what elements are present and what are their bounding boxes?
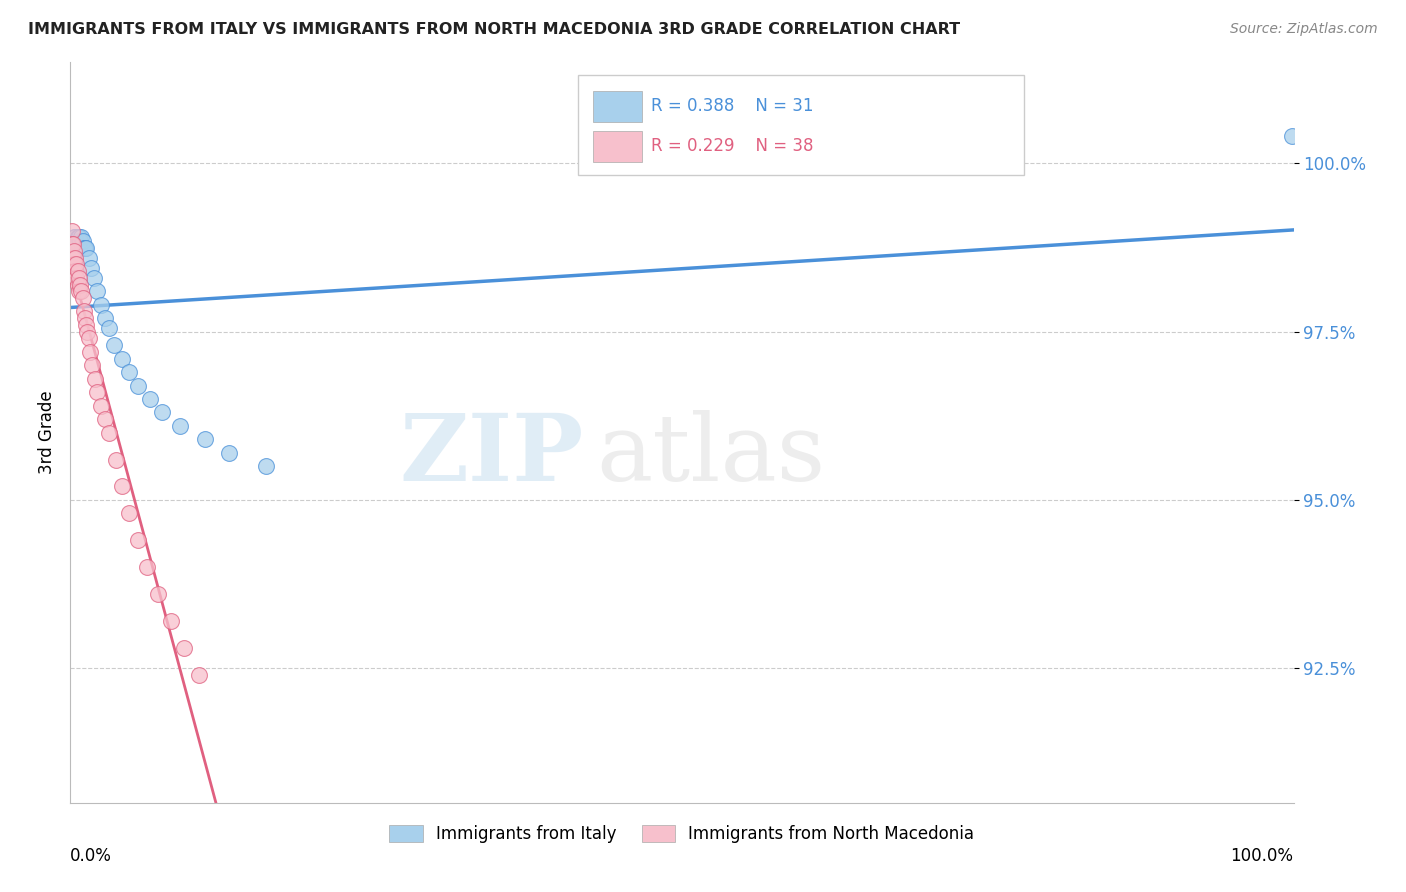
Point — [118, 365, 141, 379]
Point — [86, 385, 108, 400]
Point — [82, 359, 104, 373]
Point — [65, 270, 87, 285]
Point — [98, 321, 121, 335]
Point — [67, 270, 90, 285]
Y-axis label: 3rd Grade: 3rd Grade — [38, 391, 56, 475]
Point — [150, 405, 173, 419]
Text: R = 0.388    N = 31: R = 0.388 N = 31 — [651, 97, 814, 115]
Point — [159, 614, 181, 628]
Point — [66, 277, 89, 292]
FancyBboxPatch shape — [578, 75, 1025, 175]
Point — [65, 234, 87, 248]
Text: IMMIGRANTS FROM ITALY VS IMMIGRANTS FROM NORTH MACEDONIA 3RD GRADE CORRELATION C: IMMIGRANTS FROM ITALY VS IMMIGRANTS FROM… — [28, 22, 960, 37]
Text: atlas: atlas — [596, 409, 825, 500]
Point — [90, 298, 112, 312]
Point — [73, 311, 96, 326]
Point — [63, 230, 86, 244]
Point — [93, 412, 115, 426]
Point — [77, 251, 100, 265]
Point — [169, 418, 191, 433]
Point — [83, 372, 105, 386]
Point — [60, 224, 83, 238]
Point — [77, 331, 100, 345]
Bar — [592, 130, 641, 161]
Point — [76, 325, 98, 339]
Point — [127, 378, 149, 392]
Point — [63, 257, 86, 271]
Point — [118, 507, 141, 521]
Point — [63, 230, 86, 244]
Point — [70, 230, 93, 244]
Point — [139, 392, 162, 406]
Point — [63, 264, 86, 278]
Point — [62, 234, 84, 248]
Point — [73, 240, 96, 254]
Point — [79, 344, 101, 359]
Point — [136, 560, 159, 574]
Point — [67, 285, 90, 299]
Text: Source: ZipAtlas.com: Source: ZipAtlas.com — [1230, 22, 1378, 37]
Point — [254, 459, 277, 474]
Point — [70, 285, 93, 299]
Point — [67, 230, 90, 244]
Point — [1281, 129, 1303, 144]
Point — [60, 234, 83, 248]
Point — [66, 230, 89, 244]
Point — [60, 237, 83, 252]
Point — [86, 285, 108, 299]
Text: 100.0%: 100.0% — [1230, 847, 1294, 865]
Point — [72, 234, 94, 248]
Point — [63, 244, 86, 258]
Point — [127, 533, 149, 548]
Point — [62, 237, 84, 252]
Point — [218, 446, 240, 460]
Point — [65, 257, 87, 271]
Point — [194, 433, 217, 447]
Point — [103, 338, 125, 352]
Point — [173, 640, 195, 655]
Point — [148, 587, 170, 601]
Legend: Immigrants from Italy, Immigrants from North Macedonia: Immigrants from Italy, Immigrants from N… — [382, 819, 981, 850]
Point — [80, 260, 103, 275]
Text: 0.0%: 0.0% — [70, 847, 112, 865]
Point — [83, 270, 105, 285]
Point — [75, 318, 97, 332]
Text: ZIP: ZIP — [399, 409, 583, 500]
Point — [62, 251, 84, 265]
Point — [93, 311, 115, 326]
Text: R = 0.229    N = 38: R = 0.229 N = 38 — [651, 137, 814, 155]
Point — [66, 264, 89, 278]
Point — [90, 399, 112, 413]
Point — [111, 479, 134, 493]
Point — [73, 304, 96, 318]
Point — [72, 291, 94, 305]
Point — [187, 668, 209, 682]
Bar — [592, 91, 641, 121]
Point — [69, 277, 91, 292]
Point — [104, 452, 127, 467]
Point — [73, 240, 96, 254]
Point — [69, 234, 91, 248]
Point — [75, 240, 97, 254]
Point — [111, 351, 134, 366]
Point — [98, 425, 121, 440]
Point — [63, 251, 86, 265]
